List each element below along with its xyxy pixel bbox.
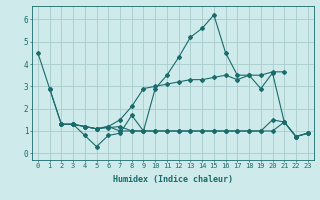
X-axis label: Humidex (Indice chaleur): Humidex (Indice chaleur) <box>113 175 233 184</box>
